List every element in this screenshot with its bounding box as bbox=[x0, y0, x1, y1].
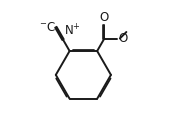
Text: N$^{+}$: N$^{+}$ bbox=[64, 24, 81, 39]
Text: O: O bbox=[118, 32, 127, 45]
Text: O: O bbox=[100, 11, 109, 24]
Text: $^{-}$C: $^{-}$C bbox=[39, 21, 56, 34]
